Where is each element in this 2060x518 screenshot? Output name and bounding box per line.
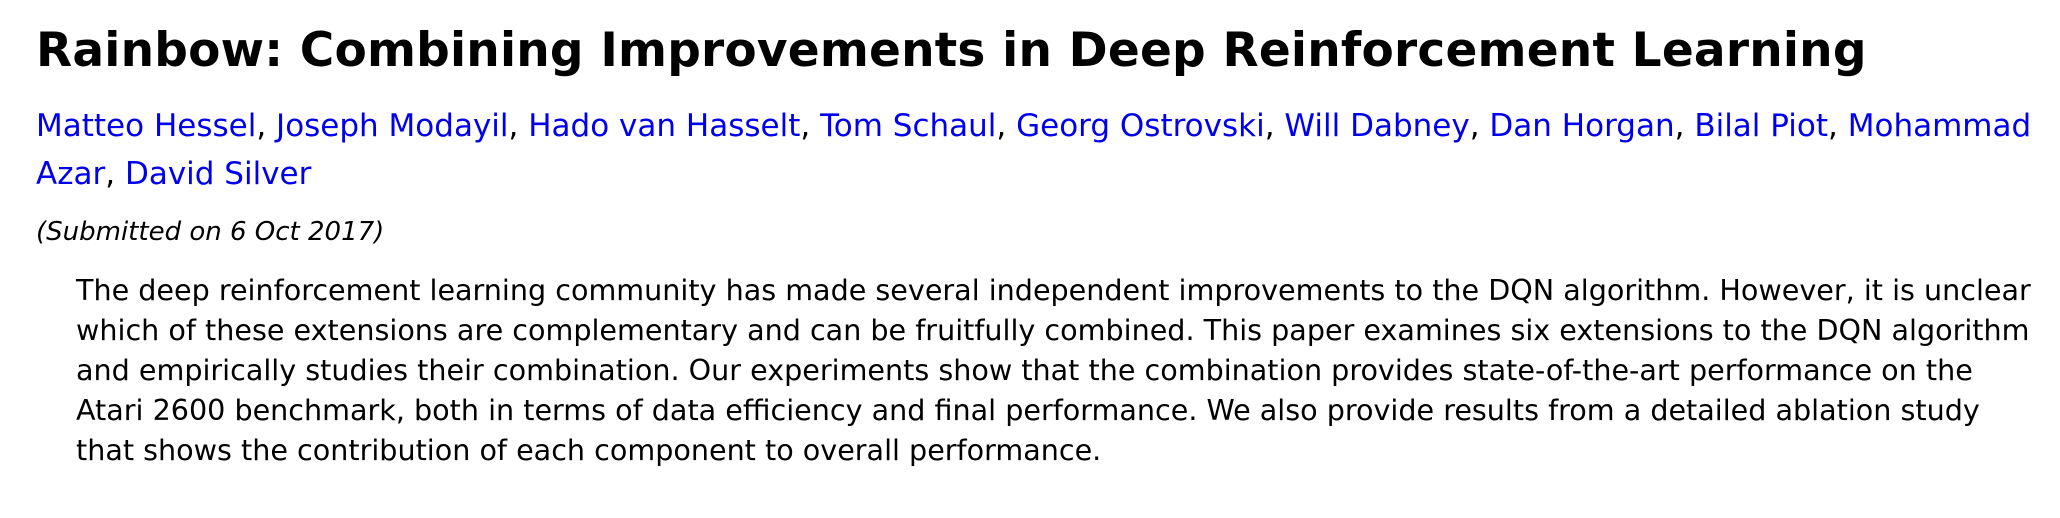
submission-date: (Submitted on 6 Oct 2017) — [36, 217, 385, 247]
author-link[interactable]: Mohammad Azar — [36, 108, 2032, 192]
author-separator: , — [256, 108, 277, 144]
author-separator: , — [800, 108, 821, 144]
abstract-text: The deep reinforcement learning communit… — [76, 273, 2031, 467]
author-link[interactable]: Joseph Modayil — [276, 108, 509, 144]
author-link[interactable]: David Silver — [124, 156, 312, 192]
author-link[interactable]: Tom Schaul — [820, 108, 997, 144]
author-separator: , — [1469, 108, 1490, 144]
author-separator: , — [1828, 108, 1848, 144]
paper-abstract-page: Rainbow: Combining Improvements in Deep … — [36, 20, 2046, 470]
author-list: Matteo Hessel, Joseph Modayil, Hado van … — [36, 102, 2046, 198]
author-separator: , — [508, 108, 529, 144]
paper-title: Rainbow: Combining Improvements in Deep … — [36, 23, 1867, 78]
author-separator: , — [996, 108, 1017, 144]
author-separator: , — [1674, 108, 1695, 144]
author-link[interactable]: Georg Ostrovski — [1016, 108, 1265, 144]
author-link[interactable]: Bilal Piot — [1694, 108, 1829, 144]
author-separator: , — [105, 156, 125, 192]
author-link[interactable]: Hado van Hasselt — [528, 108, 801, 144]
author-link[interactable]: Will Dabney — [1284, 108, 1470, 144]
author-link[interactable]: Matteo Hessel — [36, 108, 257, 144]
author-link[interactable]: Dan Horgan — [1489, 108, 1675, 144]
author-separator: , — [1264, 108, 1285, 144]
